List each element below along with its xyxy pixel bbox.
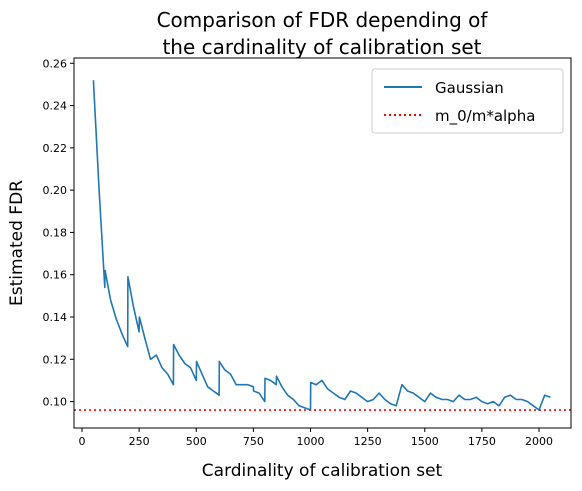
legend-label-gaussian: Gaussian — [435, 79, 504, 97]
x-tick-label: 500 — [186, 435, 207, 448]
x-tick-label: 1000 — [297, 435, 325, 448]
chart-title-line2: the cardinality of calibration set — [162, 35, 481, 59]
y-axis-label: Estimated FDR — [7, 180, 27, 306]
plot-area — [73, 57, 572, 429]
y-tick-label: 0.14 — [43, 311, 68, 324]
y-tick-label: 0.10 — [43, 396, 68, 409]
x-tick-label: 250 — [129, 435, 150, 448]
legend-label-threshold: m_0/m*alpha — [435, 107, 535, 126]
series-line-gaussian — [92, 80, 551, 411]
chart-title-line1: Comparison of FDR depending of — [157, 8, 489, 32]
y-tick-label: 0.20 — [43, 184, 68, 197]
x-tick-label: 750 — [243, 435, 264, 448]
x-tick-label: 1250 — [354, 435, 382, 448]
y-tick-label: 0.16 — [43, 269, 68, 282]
legend: Gaussian m_0/m*alpha — [371, 68, 564, 134]
x-tick-label: 0 — [78, 435, 85, 448]
y-axis: 0.10 0.12 0.14 0.16 0.18 0.20 0.22 0.24 0.26 — [43, 57, 74, 409]
y-tick-label: 0.18 — [43, 226, 68, 239]
x-axis: 0 250 500 750 1000 1250 1500 1750 2000 — [78, 428, 553, 448]
y-tick-label: 0.22 — [43, 142, 68, 155]
series-layer — [74, 80, 571, 411]
y-tick-label: 0.26 — [43, 57, 68, 70]
y-tick-label: 0.24 — [43, 100, 68, 113]
x-tick-label: 1500 — [411, 435, 439, 448]
x-tick-label: 1750 — [468, 435, 496, 448]
x-tick-label: 2000 — [525, 435, 553, 448]
x-axis-label: Cardinality of calibration set — [202, 461, 443, 481]
plot-frame — [73, 57, 572, 429]
y-tick-label: 0.12 — [43, 353, 68, 366]
legend-box — [371, 68, 564, 134]
